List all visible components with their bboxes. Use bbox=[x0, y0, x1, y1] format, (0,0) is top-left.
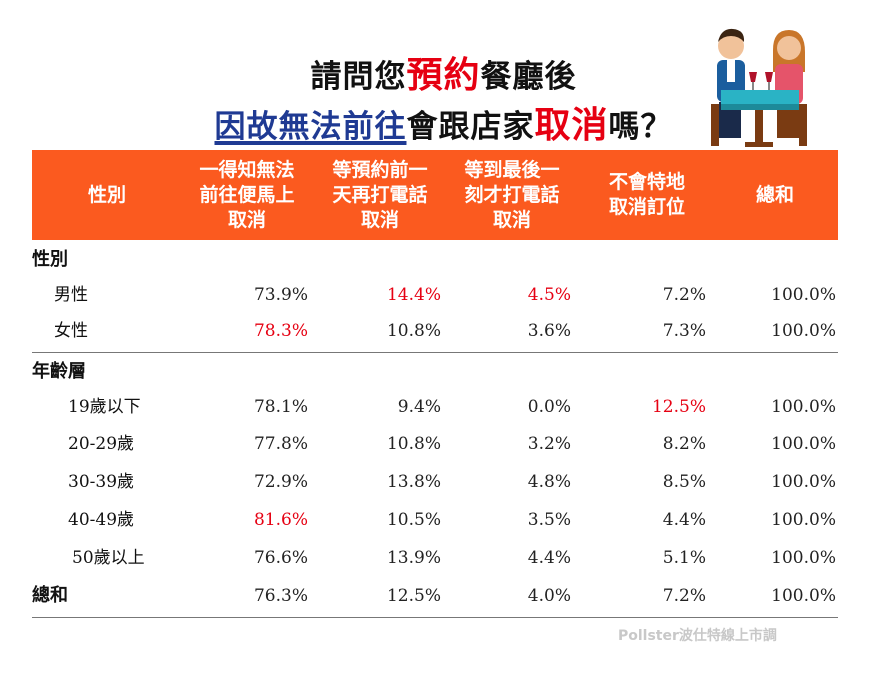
cell-value: 13.8% bbox=[386, 472, 441, 492]
column-header-no-cancel: 不會特地 取消訂位 bbox=[608, 171, 685, 218]
row-label: 女性 bbox=[54, 321, 88, 341]
row-label: 19歲以下 bbox=[68, 397, 141, 417]
row-label: 50歲以上 bbox=[72, 548, 145, 568]
title-line-1-post: 餐廳後 bbox=[480, 59, 577, 95]
cell-value: 3.2% bbox=[527, 434, 571, 454]
cell-value: 100.0% bbox=[771, 548, 836, 568]
title-line-1-pre: 請問您 bbox=[310, 59, 407, 95]
cell-value: 77.8% bbox=[253, 434, 308, 454]
cell-value: 8.5% bbox=[662, 472, 706, 492]
cell-value: 100.0% bbox=[771, 434, 836, 454]
cell-value: 72.9% bbox=[253, 472, 308, 492]
cell-value: 12.5% bbox=[651, 397, 706, 417]
table-row-total: 總和 76.3% 12.5% 4.0% 7.2% 100.0% bbox=[32, 577, 838, 615]
table-row: 男性 73.9% 14.4% 4.5% 7.2% 100.0% bbox=[32, 276, 838, 314]
cell-value: 100.0% bbox=[771, 397, 836, 417]
cell-value: 78.3% bbox=[253, 321, 308, 341]
cell-value: 3.6% bbox=[527, 321, 571, 341]
title-area: 請問您預約餐廳後 因故無法前往會跟店家取消嗎？ bbox=[0, 0, 887, 150]
title-line-2-post: 嗎？ bbox=[608, 109, 673, 145]
title-line-2-highlight: 取消 bbox=[534, 105, 609, 146]
cell-value: 9.4% bbox=[397, 397, 441, 417]
title-line-2-underlined: 因故無法前往 bbox=[214, 109, 407, 145]
watermark: Pollster波仕特線上市調 bbox=[618, 628, 777, 644]
cell-value: 81.6% bbox=[253, 510, 308, 530]
cell-value: 10.5% bbox=[386, 510, 441, 530]
column-header-cancel-immediately: 一得知無法 前往便馬上 取消 bbox=[199, 158, 295, 231]
title-line-1-highlight: 預約 bbox=[406, 55, 481, 96]
cell-value: 4.0% bbox=[527, 586, 571, 606]
couple-dining-icon bbox=[711, 28, 807, 147]
cell-value: 4.8% bbox=[527, 472, 571, 492]
cell-value: 4.4% bbox=[527, 548, 571, 568]
cell-value: 8.2% bbox=[662, 434, 706, 454]
section-label-age: 年齡層 bbox=[32, 361, 86, 382]
divider bbox=[32, 617, 838, 618]
cell-value: 73.9% bbox=[253, 285, 308, 305]
cell-value: 78.1% bbox=[253, 397, 308, 417]
row-label: 40-49歲 bbox=[68, 510, 135, 530]
cell-value: 10.8% bbox=[386, 434, 441, 454]
column-header-gender: 性別 bbox=[87, 183, 126, 206]
row-label: 男性 bbox=[54, 285, 88, 305]
cell-value: 4.4% bbox=[662, 510, 706, 530]
row-label: 30-39歲 bbox=[68, 472, 135, 492]
cell-value: 3.5% bbox=[527, 510, 571, 530]
column-header-call-day-before: 等預約前一 天再打電話 取消 bbox=[332, 158, 428, 231]
divider bbox=[32, 352, 838, 353]
cell-value: 100.0% bbox=[771, 472, 836, 492]
cell-value: 100.0% bbox=[771, 321, 836, 341]
cell-value: 7.2% bbox=[662, 285, 706, 305]
row-label-total: 總和 bbox=[32, 585, 68, 606]
title-line-2-mid: 會跟店家 bbox=[406, 109, 535, 145]
cell-value: 14.4% bbox=[386, 285, 441, 305]
table-row: 女性 78.3% 10.8% 3.6% 7.3% 100.0% bbox=[32, 312, 838, 350]
table-row: 40-49歲 81.6% 10.5% 3.5% 4.4% 100.0% bbox=[32, 501, 838, 539]
cell-value: 13.9% bbox=[386, 548, 441, 568]
cell-value: 10.8% bbox=[386, 321, 441, 341]
table-row: 50歲以上 76.6% 13.9% 4.4% 5.1% 100.0% bbox=[32, 539, 838, 577]
table-row: 19歲以下 78.1% 9.4% 0.0% 12.5% 100.0% bbox=[32, 388, 838, 426]
table-row: 20-29歲 77.8% 10.8% 3.2% 8.2% 100.0% bbox=[32, 425, 838, 463]
table-header: 性別 一得知無法 前往便馬上 取消 等預約前一 天再打電話 取消 等到最後一 刻… bbox=[32, 150, 838, 240]
cell-value: 7.3% bbox=[662, 321, 706, 341]
title-line-1: 請問您預約餐廳後 bbox=[0, 46, 887, 98]
cell-value: 100.0% bbox=[771, 510, 836, 530]
cell-value: 100.0% bbox=[771, 586, 836, 606]
row-label: 20-29歲 bbox=[68, 434, 135, 454]
cell-value: 0.0% bbox=[527, 397, 571, 417]
title-line-2: 因故無法前往會跟店家取消嗎？ bbox=[0, 96, 887, 148]
column-header-call-last-minute: 等到最後一 刻才打電話 取消 bbox=[464, 158, 560, 231]
cell-value: 76.6% bbox=[253, 548, 308, 568]
cell-value: 76.3% bbox=[253, 586, 308, 606]
cell-value: 5.1% bbox=[662, 548, 706, 568]
cell-value: 100.0% bbox=[771, 285, 836, 305]
cell-value: 7.2% bbox=[662, 586, 706, 606]
cell-value: 12.5% bbox=[386, 586, 441, 606]
cell-value: 4.5% bbox=[527, 285, 571, 305]
table-row: 30-39歲 72.9% 13.8% 4.8% 8.5% 100.0% bbox=[32, 463, 838, 501]
section-label-gender: 性別 bbox=[32, 249, 68, 270]
column-header-total: 總和 bbox=[755, 183, 794, 206]
